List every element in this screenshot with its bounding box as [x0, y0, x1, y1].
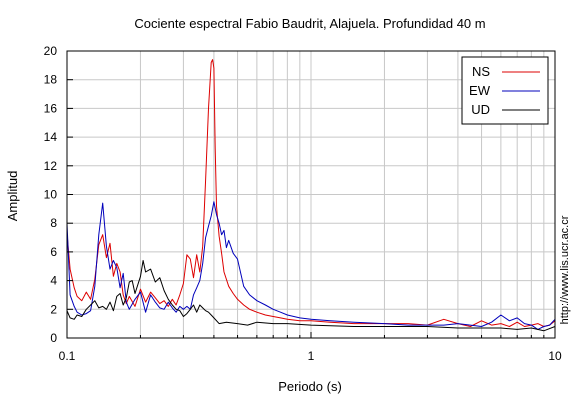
legend-label-ew: EW	[469, 83, 491, 98]
x-tick-label: 10	[548, 349, 562, 363]
series-line-ud	[66, 260, 556, 332]
y-tick-label: 18	[44, 73, 58, 87]
x-axis-label: Periodo (s)	[278, 379, 342, 394]
y-tick-label: 6	[50, 245, 57, 259]
y-tick-label: 12	[44, 159, 58, 173]
y-tick-label: 8	[50, 216, 57, 230]
legend-label-ns: NS	[472, 64, 490, 79]
series-line-ew	[66, 201, 556, 330]
y-tick-label: 2	[50, 302, 57, 316]
y-tick-label: 4	[50, 274, 57, 288]
x-tick-label: 1	[308, 349, 315, 363]
series-layer	[66, 59, 556, 332]
x-tick-label: 0.1	[59, 349, 76, 363]
chart-title: Cociente espectral Fabio Baudrit, Alajue…	[134, 16, 485, 31]
legend-label-ud: UD	[471, 102, 490, 117]
y-tick-label: 10	[44, 188, 58, 202]
side-url-text: http://www.lis.ucr.ac.cr	[559, 215, 571, 324]
y-axis-label: Amplitud	[5, 171, 20, 222]
ticks: 0 2 4 6 8 10 12 14 16 18 20 0.1 1 10	[44, 44, 562, 363]
y-tick-label: 14	[44, 130, 58, 144]
series-line-ns	[66, 59, 556, 327]
legend: NS EW UD	[461, 56, 549, 125]
y-tick-label: 16	[44, 101, 58, 115]
y-tick-label: 0	[50, 331, 57, 345]
y-tick-label: 20	[44, 44, 58, 58]
